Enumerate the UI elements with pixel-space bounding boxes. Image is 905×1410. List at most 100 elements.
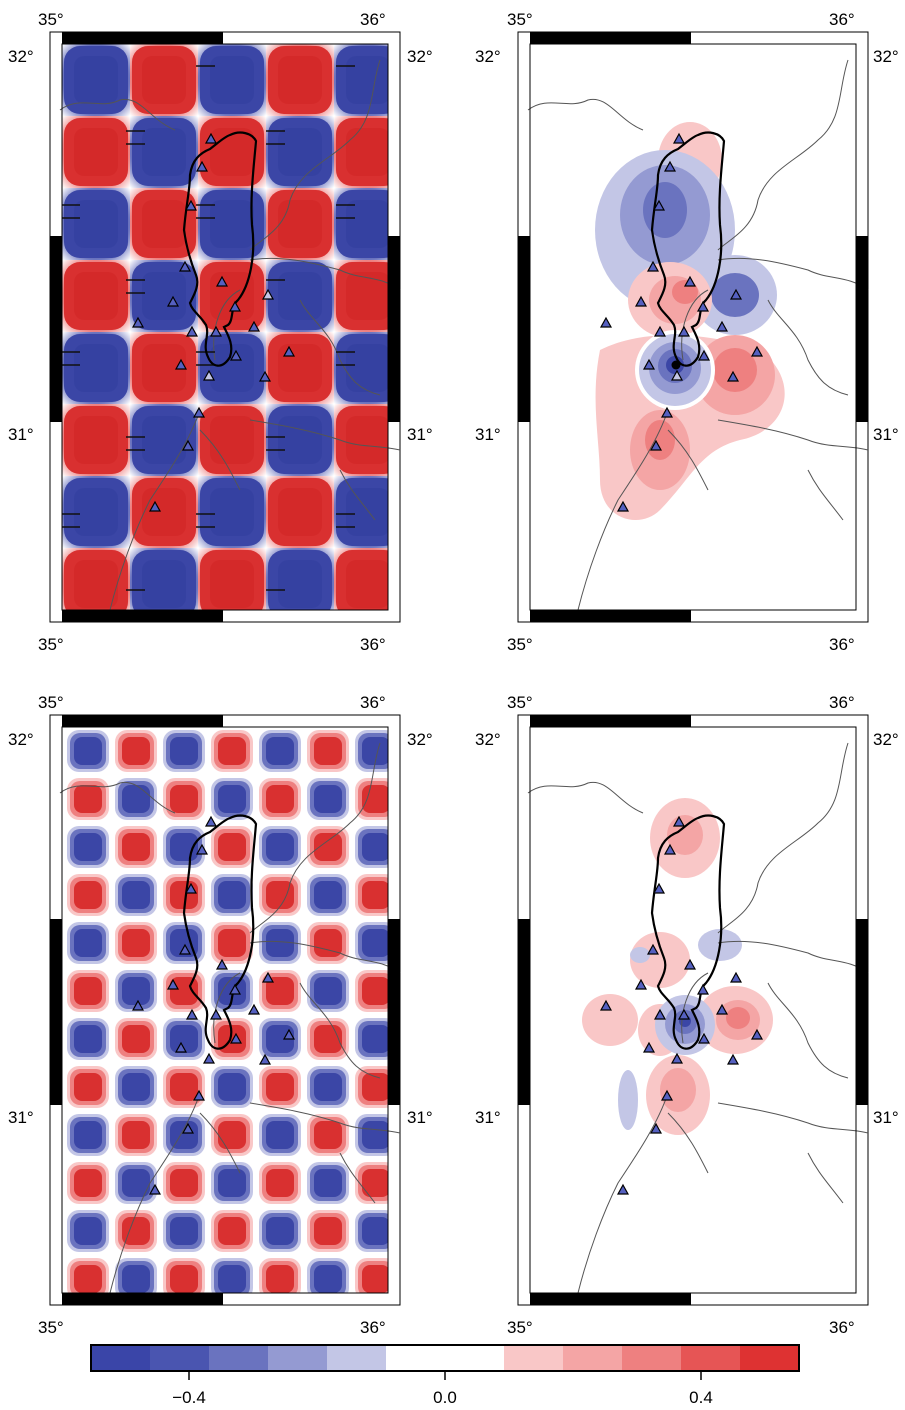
triangle-icon xyxy=(715,320,729,332)
triangle-icon xyxy=(215,275,229,287)
triangle-icon xyxy=(649,439,663,451)
triangle-icon xyxy=(750,1028,764,1040)
triangle-icon xyxy=(202,369,216,381)
lon-label-36-bottom: 36° xyxy=(360,1318,386,1337)
lon-label-35: 35° xyxy=(507,693,533,712)
frame-bar-right xyxy=(856,236,868,422)
triangle-icon xyxy=(652,199,666,211)
panel-bottom-right: 35° 36° 32° 32° 31° 31° 35° 36° xyxy=(475,693,899,1337)
colorbar-swatch xyxy=(504,1345,564,1371)
frame-bar-top xyxy=(530,32,691,44)
lat-label-32-left: 32° xyxy=(475,730,501,749)
stations xyxy=(599,815,764,1195)
triangle-icon xyxy=(642,358,656,370)
lat-label-31-right: 31° xyxy=(873,1108,899,1127)
triangle-icon xyxy=(672,815,686,827)
stations xyxy=(131,815,296,1195)
panel-bottom-left: 35° 36° 32° 32° 31° 31° 35° 36° xyxy=(8,693,433,1337)
lon-label-36-bottom: 36° xyxy=(360,635,386,654)
triangle-icon xyxy=(696,300,710,312)
frame-bar-bottom xyxy=(62,1293,223,1305)
triangle-icon xyxy=(247,1003,261,1015)
colorbar-tick-label: 0.0 xyxy=(433,1388,457,1407)
triangle-icon xyxy=(653,325,667,337)
triangle-icon xyxy=(616,500,630,512)
triangle-icon xyxy=(204,815,218,827)
triangle-icon xyxy=(228,983,242,995)
frame-bar-top xyxy=(530,715,691,727)
triangle-icon xyxy=(209,1008,223,1020)
triangle-icon xyxy=(174,358,188,370)
triangle-icon xyxy=(148,1183,162,1195)
triangle-icon xyxy=(652,882,666,894)
triangle-icon xyxy=(646,943,660,955)
triangle-icon xyxy=(599,316,613,328)
triangle-icon xyxy=(634,978,648,990)
stations xyxy=(131,132,296,512)
triangle-icon xyxy=(166,978,180,990)
triangle-icon xyxy=(677,325,691,337)
lat-label-31-left: 31° xyxy=(475,425,501,444)
triangle-icon xyxy=(204,132,218,144)
frame-bar-top xyxy=(62,32,223,44)
colorbar-swatch xyxy=(327,1345,387,1371)
stations xyxy=(599,132,764,512)
triangle-icon xyxy=(729,971,743,983)
triangle-icon xyxy=(672,132,686,144)
triangle-icon xyxy=(670,1052,684,1064)
triangle-icon xyxy=(195,843,209,855)
colorbar-swatch xyxy=(209,1345,269,1371)
lon-label-35-bottom: 35° xyxy=(38,635,64,654)
triangle-icon xyxy=(697,349,711,361)
colorbar-swatch xyxy=(445,1345,505,1371)
frame-bar-bottom xyxy=(530,610,691,622)
colorbar-tick-label: −0.4 xyxy=(172,1388,206,1407)
frame-bar-left xyxy=(50,919,62,1105)
circle-icon xyxy=(671,360,681,370)
triangle-icon xyxy=(229,1032,243,1044)
lon-label-35: 35° xyxy=(507,10,533,29)
frame-bar-right xyxy=(856,919,868,1105)
triangle-icon xyxy=(185,325,199,337)
triangle-icon xyxy=(209,325,223,337)
colorbar-swatch xyxy=(681,1345,741,1371)
triangle-icon xyxy=(215,958,229,970)
lat-label-32-right: 32° xyxy=(407,730,433,749)
triangle-icon xyxy=(148,500,162,512)
lon-label-35: 35° xyxy=(38,10,64,29)
lat-label-31-right: 31° xyxy=(407,1108,433,1127)
triangle-icon xyxy=(282,1028,296,1040)
lon-label-35-bottom: 35° xyxy=(38,1318,64,1337)
triangle-icon xyxy=(166,295,180,307)
triangle-icon xyxy=(185,1008,199,1020)
frame-bar-top xyxy=(62,715,223,727)
lon-label-35: 35° xyxy=(38,693,64,712)
triangle-icon xyxy=(258,370,272,382)
triangle-icon xyxy=(247,320,261,332)
colorbar-swatch xyxy=(563,1345,623,1371)
colorbar-swatch xyxy=(268,1345,328,1371)
triangle-icon xyxy=(181,1122,195,1134)
lon-label-36: 36° xyxy=(360,10,386,29)
triangle-icon xyxy=(184,882,198,894)
colorbar-swatch xyxy=(150,1345,210,1371)
triangle-icon xyxy=(181,439,195,451)
triangle-icon xyxy=(660,1089,674,1101)
triangle-icon xyxy=(228,300,242,312)
triangle-icon xyxy=(202,1052,216,1064)
triangle-icon xyxy=(178,260,192,272)
triangle-icon xyxy=(677,1008,691,1020)
lon-label-36: 36° xyxy=(829,10,855,29)
lat-label-32-right: 32° xyxy=(407,47,433,66)
frame-bar-left xyxy=(518,236,530,422)
lon-label-36-bottom: 36° xyxy=(829,1318,855,1337)
triangle-icon xyxy=(726,370,740,382)
colorbar-swatches xyxy=(91,1345,800,1371)
triangle-icon xyxy=(660,406,674,418)
colorbar: −0.4 0.0 0.4 xyxy=(90,1344,800,1407)
triangle-icon xyxy=(174,1041,188,1053)
lat-label-32-left: 32° xyxy=(8,47,34,66)
colorbar-swatch xyxy=(622,1345,682,1371)
frame-bar-left xyxy=(518,919,530,1105)
colorbar-swatch xyxy=(91,1345,151,1371)
